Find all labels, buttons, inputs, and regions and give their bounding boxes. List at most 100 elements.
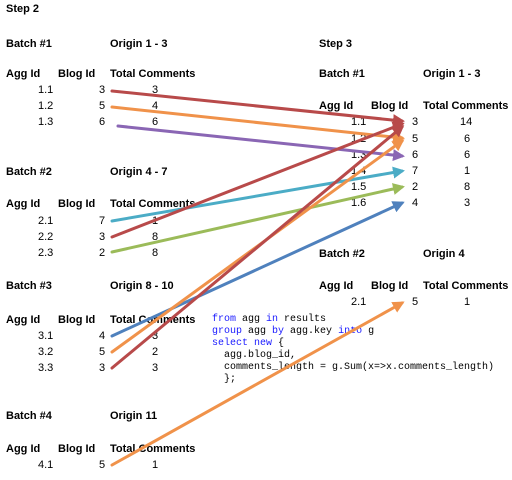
code-text: agg [236, 314, 267, 325]
s3-b1-r3-agg: 1.3 [351, 149, 367, 161]
s2-b1-header-agg: Agg Id [6, 68, 41, 80]
code-line-5: comments_length = g.Sum(x=>x.comments_le… [224, 362, 495, 373]
s2-b2-r1-agg: 2.1 [38, 215, 54, 227]
code-keyword: new [254, 338, 273, 349]
s3-b2-r1-blog: 5 [412, 296, 419, 308]
s2-b1-header-comments: Total Comments [110, 68, 196, 80]
code-keyword: into [338, 326, 363, 337]
code-line-1: from agg in results [212, 314, 494, 326]
s2-b3-r1-blog: 4 [99, 330, 106, 342]
s2-b3-header-agg: Agg Id [6, 314, 41, 326]
s2-batch1-origin: Origin 1 - 3 [110, 38, 168, 50]
s2-batch4-label: Batch #4 [6, 410, 52, 422]
s2-batch2-label: Batch #2 [6, 166, 52, 178]
s2-b2-r3-agg: 2.3 [38, 247, 54, 259]
s2-b3-r1-agg: 3.1 [38, 330, 54, 342]
s2-b1-r1-blog: 3 [99, 84, 106, 96]
code-keyword: by [272, 326, 285, 337]
s2-b1-r1-comments: 3 [152, 84, 159, 96]
s3-b1-r1-agg: 1.1 [351, 116, 367, 128]
s2-batch2-origin: Origin 4 - 7 [110, 166, 168, 178]
s2-b4-header-blog: Blog Id [58, 443, 96, 455]
s2-b2-r1-comments: 1 [152, 215, 159, 227]
code-line-2: group agg by agg.key into g [212, 326, 494, 338]
s2-b2-r3-blog: 2 [99, 247, 106, 259]
step3-title: Step 3 [319, 38, 353, 50]
s2-batch3-origin: Origin 8 - 10 [110, 280, 174, 292]
s3-batch1-origin: Origin 1 - 3 [423, 68, 481, 80]
s2-b4-header-agg: Agg Id [6, 443, 41, 455]
s3-batch1-label: Batch #1 [319, 68, 365, 80]
s2-b2-header-comments: Total Comments [110, 198, 196, 210]
s2-b1-r2-comments: 4 [152, 100, 159, 112]
s2-b3-header-blog: Blog Id [58, 314, 96, 326]
s2-b1-r2-blog: 5 [99, 100, 106, 112]
s3-batch2-label: Batch #2 [319, 248, 365, 260]
s3-b1-r2-blog: 5 [412, 133, 419, 145]
s3-b1-r3-blog: 6 [412, 149, 419, 161]
s3-b1-r5-agg: 1.5 [351, 181, 367, 193]
step2-title: Step 2 [6, 3, 40, 15]
s2-batch1-label: Batch #1 [6, 38, 52, 50]
s3-b1-r3-comments: 6 [464, 149, 471, 161]
s2-b1-r3-blog: 6 [99, 116, 106, 128]
s3-b1-r4-blog: 7 [412, 165, 419, 177]
s3-b1-r5-blog: 2 [412, 181, 419, 193]
s3-b1-r6-agg: 1.6 [351, 197, 367, 209]
s2-b1-r3-agg: 1.3 [38, 116, 54, 128]
code-keyword: from [212, 314, 237, 325]
s3-b2-r1-agg: 2.1 [351, 296, 367, 308]
s3-b1-r1-comments: 14 [460, 116, 473, 128]
code-text: agg [242, 326, 273, 337]
code-keyword: in [266, 314, 279, 325]
s3-b1-r5-comments: 8 [464, 181, 471, 193]
s2-b3-r2-blog: 5 [99, 346, 106, 358]
s2-b2-r1-blog: 7 [99, 215, 106, 227]
s3-b2-r1-comments: 1 [464, 296, 471, 308]
s2-batch4-origin: Origin 11 [110, 410, 158, 422]
s3-batch2-origin: Origin 4 [423, 248, 465, 260]
s2-b3-r3-comments: 3 [152, 362, 159, 374]
s2-b4-r1-blog: 5 [99, 459, 106, 471]
code-line-6: }; [224, 374, 237, 385]
s2-b2-header-blog: Blog Id [58, 198, 96, 210]
s2-b3-r3-blog: 3 [99, 362, 106, 374]
code-text: agg.key [284, 326, 339, 337]
s3-b1-header-blog: Blog Id [371, 100, 409, 112]
s3-b2-header-comments: Total Comments [423, 280, 509, 292]
s3-b1-r2-comments: 6 [464, 133, 471, 145]
s2-b1-r2-agg: 1.2 [38, 100, 54, 112]
s2-b4-header-comments: Total Comments [110, 443, 196, 455]
s2-b1-header-blog: Blog Id [58, 68, 96, 80]
s2-b4-r1-comments: 1 [152, 459, 159, 471]
s2-b1-r3-comments: 6 [152, 116, 159, 128]
s2-b2-header-agg: Agg Id [6, 198, 41, 210]
s2-b2-r2-agg: 2.2 [38, 231, 54, 243]
s3-b1-r4-comments: 1 [464, 165, 471, 177]
s2-b3-r2-agg: 3.2 [38, 346, 54, 358]
code-snippet: from agg in results group agg by agg.key… [212, 314, 494, 386]
s2-b3-header-comments: Total Comments [110, 314, 196, 326]
s2-b1-r1-agg: 1.1 [38, 84, 54, 96]
s2-b3-r1-comments: 3 [152, 330, 159, 342]
code-text: results [278, 314, 327, 325]
s2-b2-r2-comments: 8 [152, 231, 159, 243]
s3-b1-header-comments: Total Comments [423, 100, 509, 112]
code-line-4: agg.blog_id, [224, 350, 297, 361]
s3-b1-header-agg: Agg Id [319, 100, 354, 112]
code-text: g [362, 326, 375, 337]
s3-b2-header-agg: Agg Id [319, 280, 354, 292]
s3-b1-r6-blog: 4 [412, 197, 419, 209]
s3-b1-r2-agg: 1.2 [351, 133, 367, 145]
code-line-3: select new { [212, 338, 494, 350]
s3-b1-r6-comments: 3 [464, 197, 471, 209]
s3-b1-r4-agg: 1.4 [351, 165, 367, 177]
s2-batch3-label: Batch #3 [6, 280, 52, 292]
s2-b3-r2-comments: 2 [152, 346, 159, 358]
s3-b2-header-blog: Blog Id [371, 280, 409, 292]
s2-b4-r1-agg: 4.1 [38, 459, 54, 471]
code-keyword: group [212, 326, 243, 337]
code-keyword: select [212, 338, 249, 349]
s2-b2-r3-comments: 8 [152, 247, 159, 259]
code-text: { [272, 338, 285, 349]
